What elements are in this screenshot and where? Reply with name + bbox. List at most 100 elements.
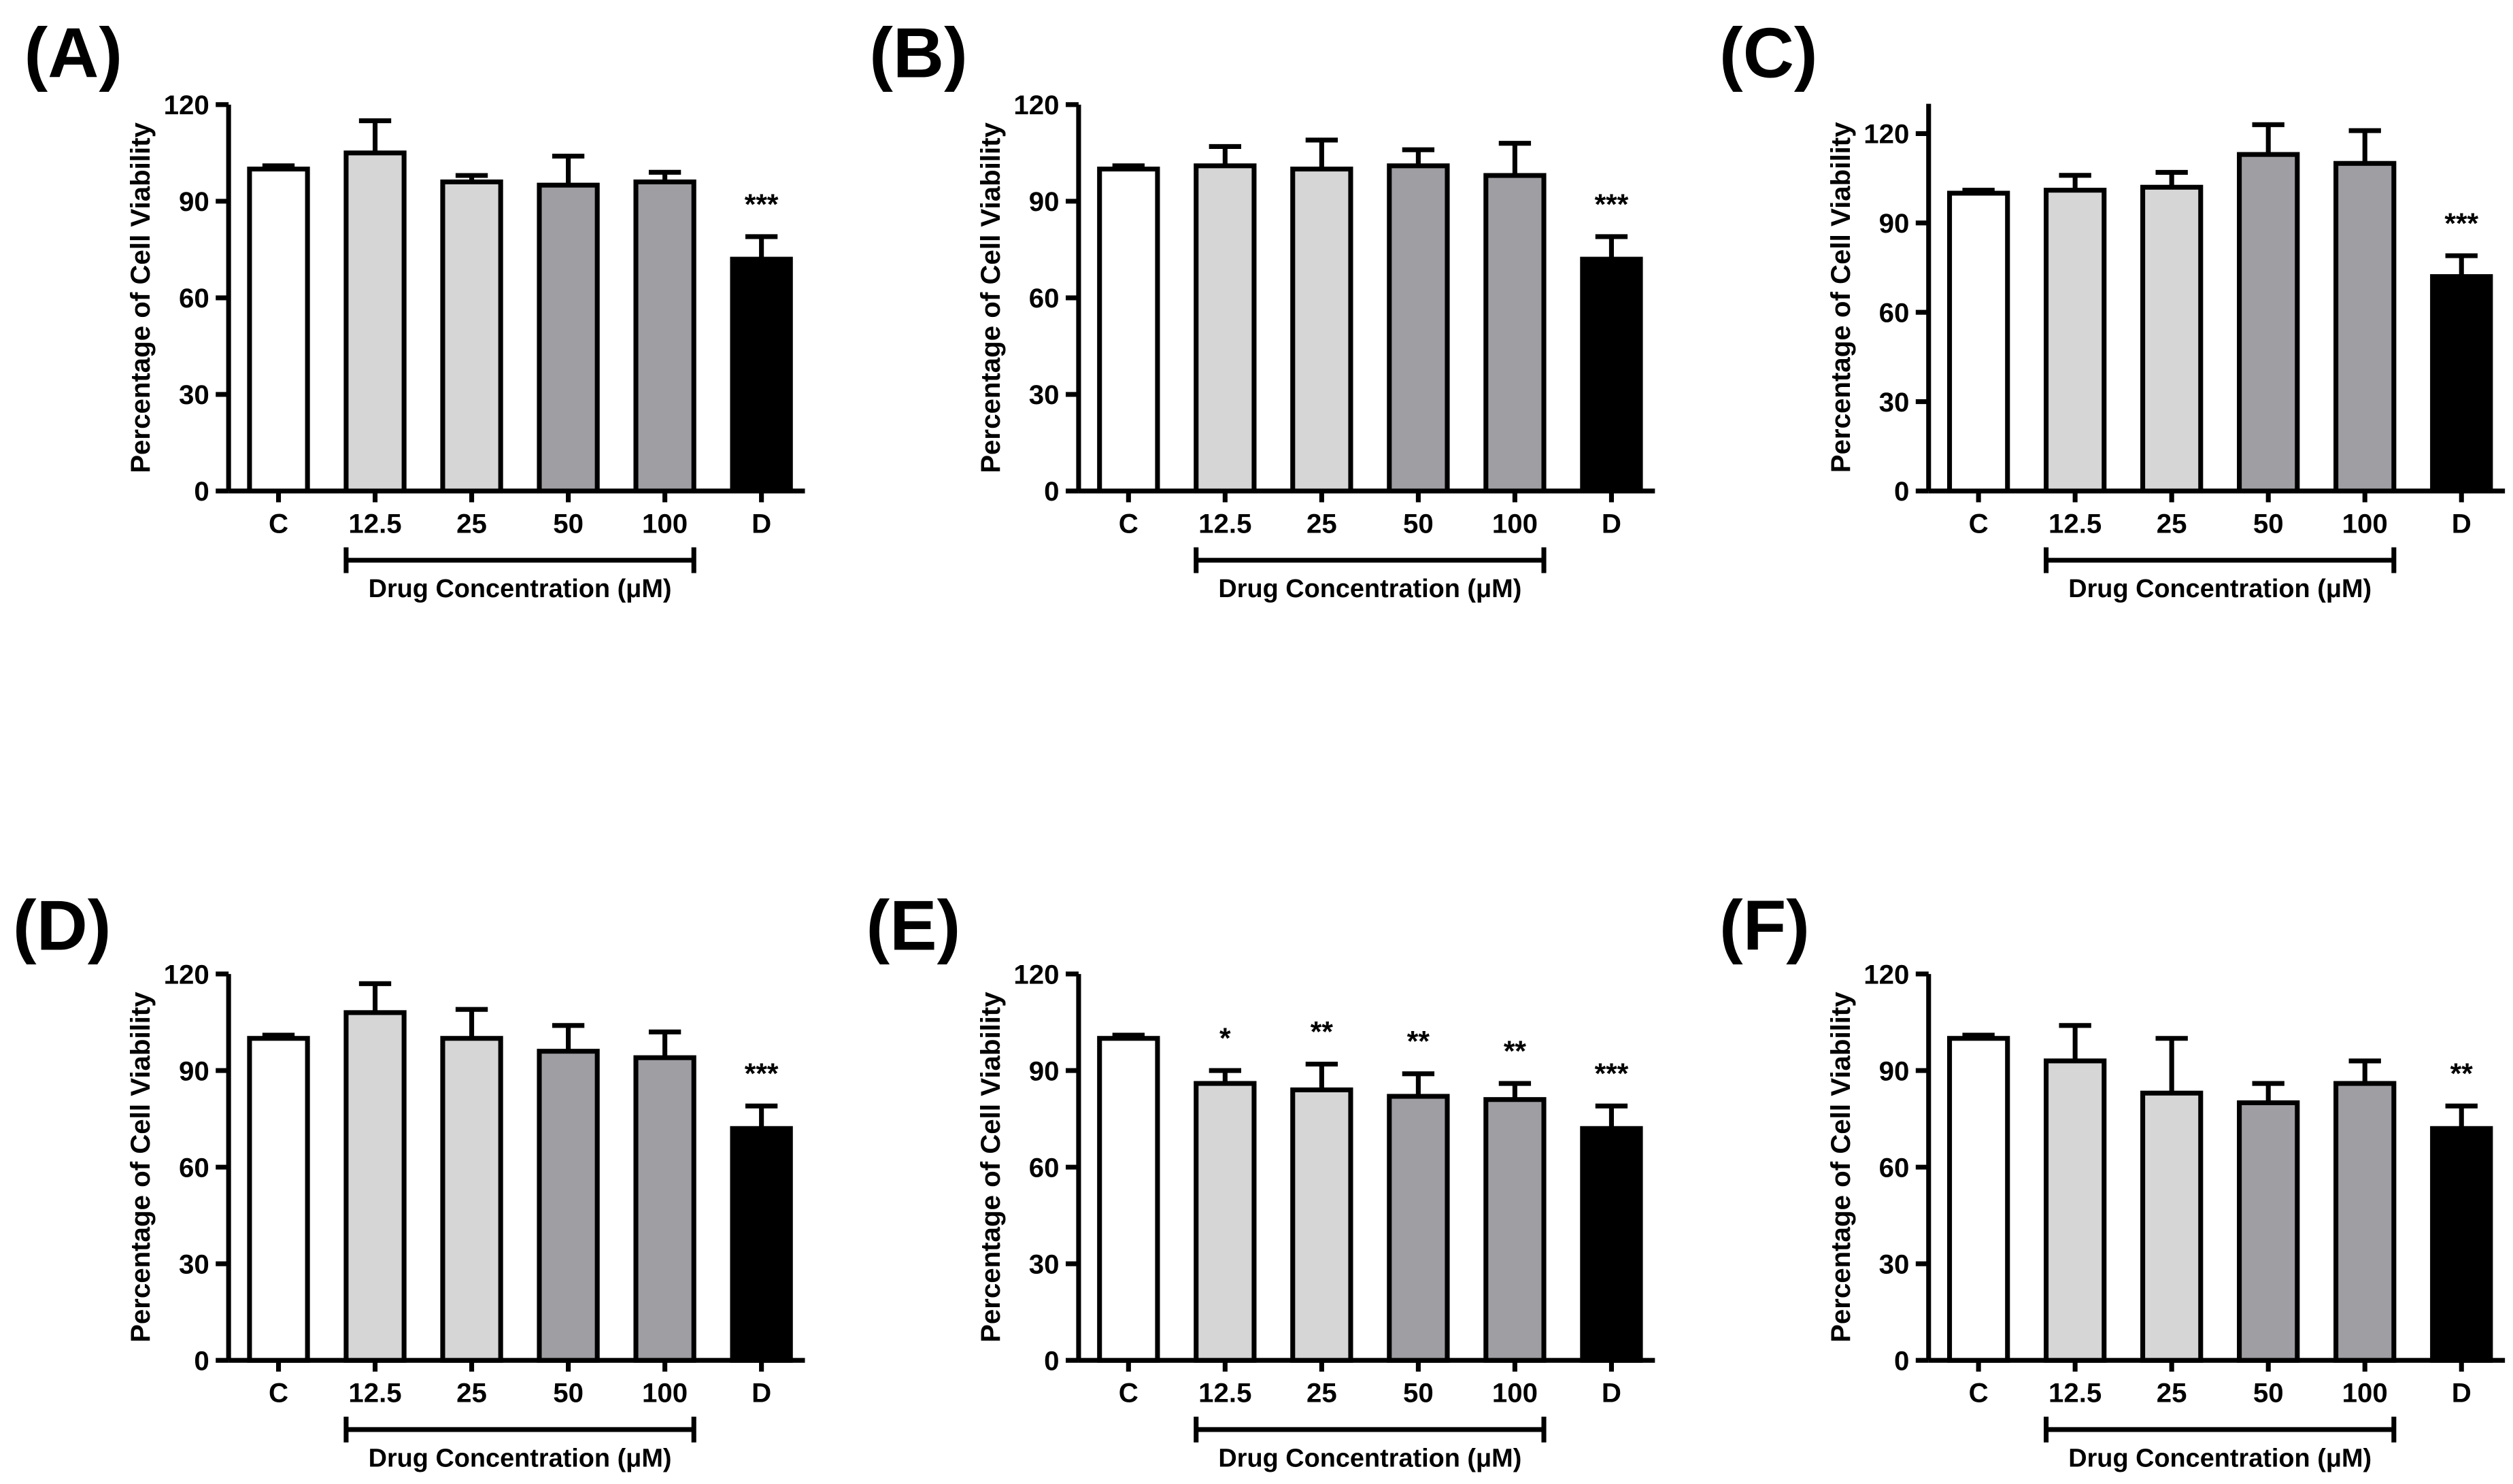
significance-marker: ** xyxy=(1407,1026,1430,1058)
panel-label: (A) xyxy=(24,14,123,93)
panel-label: (F) xyxy=(1719,887,1810,966)
bar xyxy=(1580,256,1643,494)
panel-0: (A) 0 30 60 90 120 Percentage of Cell Viabilit… xyxy=(24,14,805,603)
y-tick-label: 30 xyxy=(1029,1249,1060,1279)
panel-3: (D) 0 30 60 90 120 Percentage of Cell Viabilit… xyxy=(13,887,805,1472)
bar xyxy=(1290,1087,1353,1363)
x-tick-label: D xyxy=(752,509,771,539)
bar xyxy=(537,182,600,494)
x-tick-label: 12.5 xyxy=(2048,1378,2102,1409)
y-axis-label: Percentage of Cell Viability xyxy=(125,992,156,1343)
bar xyxy=(247,1036,310,1363)
bar xyxy=(1946,1036,2010,1363)
x-tick-label: 25 xyxy=(1306,1378,1337,1409)
y-tick-label: 30 xyxy=(1879,1249,1910,1279)
bar xyxy=(2237,1100,2300,1363)
x-tick-label: D xyxy=(1602,509,1621,539)
y-tick-label: 90 xyxy=(1879,208,1910,239)
bar xyxy=(1387,1094,1450,1363)
bracket-label: Drug Concentration (μM) xyxy=(2068,575,2372,603)
y-tick-label: 60 xyxy=(1879,297,1910,328)
y-tick-label: 30 xyxy=(1879,387,1910,418)
x-tick-label: 100 xyxy=(2342,509,2388,539)
x-tick-label: C xyxy=(269,509,288,539)
y-tick-label: 90 xyxy=(179,186,209,217)
x-tick-label: 50 xyxy=(553,509,584,539)
x-tick-label: 50 xyxy=(1403,509,1434,539)
bar xyxy=(2140,184,2204,494)
x-tick-label: 12.5 xyxy=(348,1378,401,1409)
y-tick-label: 30 xyxy=(179,1249,209,1279)
y-tick-label: 90 xyxy=(1879,1056,1910,1086)
bar xyxy=(2333,161,2397,494)
panel-label: (B) xyxy=(869,14,968,93)
bar xyxy=(1194,163,1257,494)
y-tick-label: 90 xyxy=(179,1056,209,1086)
y-tick-label: 90 xyxy=(1029,1056,1060,1086)
bar xyxy=(1483,173,1547,494)
y-tick-label: 0 xyxy=(194,476,209,507)
x-tick-label: D xyxy=(752,1378,771,1409)
bar xyxy=(1946,190,2010,494)
x-tick-label: C xyxy=(269,1378,288,1409)
x-tick-label: C xyxy=(1119,1378,1139,1409)
x-tick-label: 25 xyxy=(456,509,487,539)
x-tick-label: 25 xyxy=(1306,509,1337,539)
bar xyxy=(2043,188,2107,494)
y-tick-label: 0 xyxy=(194,1345,209,1376)
bar xyxy=(633,1055,696,1363)
y-tick-label: 0 xyxy=(1044,1345,1059,1376)
bar xyxy=(1483,1097,1547,1363)
x-tick-label: 100 xyxy=(642,1378,688,1409)
y-tick-label: 60 xyxy=(1029,283,1060,314)
bar xyxy=(1387,163,1450,494)
y-axis-label: Percentage of Cell Viability xyxy=(125,122,156,473)
bracket-label: Drug Concentration (μM) xyxy=(1218,1444,1521,1472)
bar xyxy=(1580,1126,1643,1363)
x-tick-label: D xyxy=(2452,1378,2472,1409)
y-tick-label: 120 xyxy=(164,90,209,120)
y-tick-label: 30 xyxy=(179,380,209,410)
bracket-label: Drug Concentration (μM) xyxy=(369,1444,672,1472)
panel-label: (E) xyxy=(866,887,960,966)
x-tick-label: 25 xyxy=(2157,1378,2187,1409)
y-tick-label: 120 xyxy=(164,959,209,990)
x-tick-label: 12.5 xyxy=(2048,509,2102,539)
bar xyxy=(2333,1081,2397,1363)
x-tick-label: 25 xyxy=(456,1378,487,1409)
y-tick-label: 120 xyxy=(1863,119,1909,150)
bracket-label: Drug Concentration (μM) xyxy=(369,575,672,603)
x-tick-label: 12.5 xyxy=(1198,1378,1251,1409)
x-tick-label: C xyxy=(1969,1378,1989,1409)
significance-marker: *** xyxy=(745,188,779,221)
x-tick-label: C xyxy=(1119,509,1139,539)
x-tick-label: 50 xyxy=(2253,1378,2284,1409)
y-tick-label: 60 xyxy=(1879,1152,1910,1183)
bar xyxy=(2043,1058,2107,1363)
bar xyxy=(537,1049,600,1363)
bracket-label: Drug Concentration (μM) xyxy=(2068,1444,2372,1472)
bar xyxy=(343,150,407,494)
x-tick-label: 50 xyxy=(2253,509,2284,539)
y-tick-label: 60 xyxy=(1029,1152,1060,1183)
x-tick-label: 100 xyxy=(642,509,688,539)
bracket-label: Drug Concentration (μM) xyxy=(1218,575,1521,603)
bar xyxy=(247,166,310,494)
significance-marker: *** xyxy=(1595,188,1629,221)
bar xyxy=(343,1010,407,1363)
significance-marker: *** xyxy=(1595,1058,1629,1090)
bar xyxy=(2140,1090,2204,1363)
y-axis-label: Percentage of Cell Viability xyxy=(1825,992,1856,1343)
bar xyxy=(2430,274,2493,494)
bar xyxy=(1097,166,1160,494)
bar xyxy=(1097,1036,1160,1363)
significance-marker: ** xyxy=(1311,1015,1334,1048)
